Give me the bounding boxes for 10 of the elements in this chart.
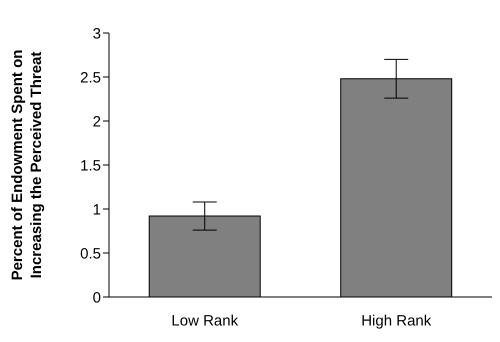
y-tick-label: 1.5 (80, 157, 101, 174)
y-tick-label: 2.5 (80, 69, 101, 86)
y-axis-title: Percent of Endowment Spent on Increasing the Perceived Threat (9, 50, 45, 280)
y-tick-label: 0 (92, 289, 101, 306)
y-tick-label: 2 (92, 113, 101, 130)
x-tick-label: Low Rank (171, 312, 239, 330)
y-tick-label: 3 (92, 25, 101, 42)
y-tick-label: 0.5 (80, 245, 101, 262)
y-tick-label: 1 (92, 201, 101, 218)
x-tick-label: High Rank (361, 312, 432, 330)
